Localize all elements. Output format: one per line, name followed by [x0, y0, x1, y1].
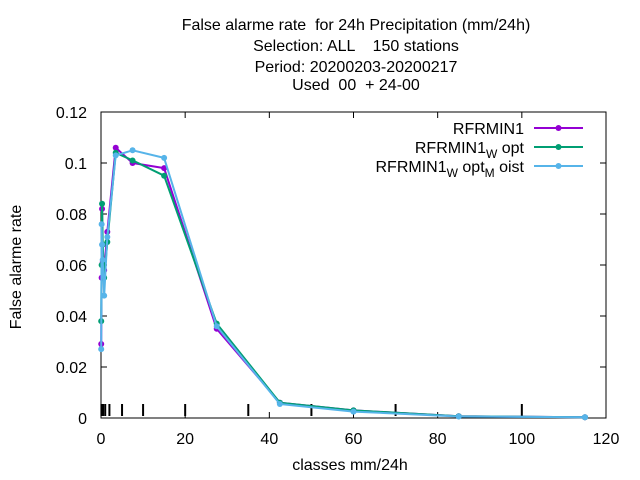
data-point-series-3	[350, 408, 357, 415]
x-tick-label: 20	[176, 431, 194, 448]
x-tick-label: 120	[593, 431, 620, 448]
data-point-series-2	[161, 172, 168, 179]
title-line-4: Used 00 + 24-00	[292, 77, 420, 94]
data-point-series-3	[99, 256, 106, 263]
y-tick-label: 0.12	[56, 105, 87, 122]
data-point-series-3	[104, 233, 111, 240]
y-tick-label: 0	[78, 411, 87, 428]
data-point-series-3	[101, 292, 108, 299]
data-point-series-3	[98, 221, 105, 228]
y-axis-label: False alarme rate	[8, 205, 25, 330]
legend-label-2: RFRMIN1W opt	[415, 140, 525, 161]
series-line-2	[100, 151, 586, 419]
x-tick-label: 100	[508, 431, 535, 448]
x-tick-label: 80	[429, 431, 447, 448]
data-point-series-3	[161, 154, 168, 161]
data-point-series-3	[129, 147, 136, 154]
title-line-1: False alarme rate for 24h Precipitation …	[181, 17, 531, 34]
series-line-3	[100, 149, 586, 419]
x-tick-label: 0	[97, 431, 106, 448]
data-point-series-1	[112, 144, 119, 151]
y-tick-label: 0.06	[56, 258, 87, 275]
plot-border	[100, 111, 607, 419]
axes: 0 20 40 60 80 100 120 0 0.02 0.04 0.06 0.08 0.1 0.12	[56, 105, 620, 448]
data-point-series-3	[455, 413, 462, 420]
data-point-series-3	[112, 152, 119, 159]
x-axis-label: classes mm/24h	[292, 457, 408, 474]
legend-label-1: RFRMIN1	[453, 121, 524, 138]
data-point-series-2	[99, 200, 106, 207]
legend-marker-1	[555, 125, 562, 131]
title-line-3: Period: 20200203-20200217	[254, 59, 458, 76]
legend-marker-3	[555, 163, 562, 169]
x-tick-label: 40	[260, 431, 278, 448]
data-point-series-3	[581, 414, 588, 421]
y-tick-label: 0.02	[56, 360, 87, 377]
data-point-series-3	[98, 346, 105, 353]
y-tick-label: 0.08	[56, 207, 87, 224]
data-point-series-3	[99, 241, 106, 248]
title-line-2: Selection: ALL 150 stations	[253, 38, 459, 55]
data-point-series-1	[161, 165, 168, 172]
plot-area	[98, 144, 588, 421]
legend-marker-2	[555, 144, 562, 150]
y-tick-label: 0.1	[65, 156, 87, 173]
data-point-series-2	[129, 157, 136, 164]
legend-label-3: RFRMIN1W optM oist	[376, 159, 525, 180]
x-tick-label: 60	[345, 431, 363, 448]
data-point-series-3	[276, 400, 283, 407]
y-tick-label: 0.04	[56, 309, 87, 326]
data-point-series-3	[213, 323, 220, 330]
